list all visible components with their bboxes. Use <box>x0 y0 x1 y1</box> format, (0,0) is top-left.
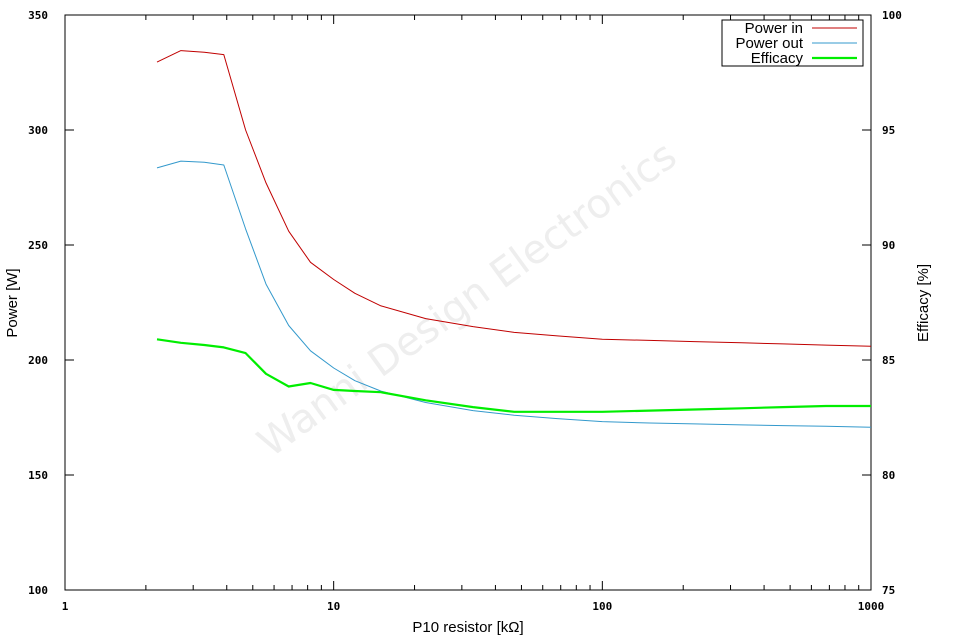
y2-tick-label: 100 <box>882 9 902 22</box>
y2-tick-label: 85 <box>882 354 895 367</box>
y2-tick-label: 75 <box>882 584 895 597</box>
legend-label: Power out <box>735 35 803 52</box>
y-axis-label: Power [W] <box>4 268 21 337</box>
x-axis-label: P10 resistor [kΩ] <box>412 619 523 636</box>
series-group <box>156 50 872 428</box>
legend-label: Efficacy <box>751 50 804 67</box>
plot-border <box>64 14 872 591</box>
y2-axis-label: Efficacy [%] <box>915 264 932 342</box>
y-tick-label: 200 <box>28 354 48 367</box>
x-tick-label: 10 <box>327 600 340 613</box>
legend-label: Power in <box>745 20 803 37</box>
y2-tick-label: 80 <box>882 469 895 482</box>
x-tick-label: 100 <box>592 600 612 613</box>
x-tick-label: 1 <box>62 600 69 613</box>
y2-tick-label: 95 <box>882 124 895 137</box>
watermark: Wanni Design Electronics <box>250 132 685 466</box>
y-tick-label: 350 <box>28 9 48 22</box>
axis-ticks: 1 10 100 1000 100 150 200 250 300 350 75 80 85 90 95 10… <box>28 9 902 613</box>
y-tick-label: 100 <box>28 584 48 597</box>
series-line-power-out <box>156 160 872 428</box>
y-tick-label: 300 <box>28 124 48 137</box>
y-tick-label: 250 <box>28 239 48 252</box>
y2-tick-label: 90 <box>882 239 895 252</box>
x-tick-label: 1000 <box>858 600 885 613</box>
series-line-power-in <box>156 50 872 347</box>
y-tick-label: 150 <box>28 469 48 482</box>
series-line-efficacy <box>156 338 871 413</box>
